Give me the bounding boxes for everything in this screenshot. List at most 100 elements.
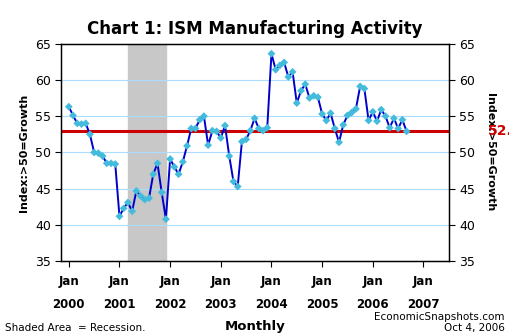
Point xyxy=(77,122,86,127)
Point xyxy=(305,95,313,101)
Point xyxy=(81,121,90,126)
Point xyxy=(204,142,212,148)
Text: 2005: 2005 xyxy=(305,298,338,311)
Point xyxy=(398,117,406,123)
Text: 2001: 2001 xyxy=(103,298,135,311)
Text: Jan: Jan xyxy=(159,275,180,288)
Point xyxy=(200,114,208,119)
Point xyxy=(351,106,359,112)
Point xyxy=(343,113,351,118)
Point xyxy=(389,116,397,121)
Point xyxy=(174,172,182,177)
Point xyxy=(166,156,174,162)
Point xyxy=(242,137,250,142)
Point xyxy=(259,128,267,133)
Point xyxy=(157,190,165,195)
Point xyxy=(334,140,343,145)
Point xyxy=(73,121,81,126)
Text: 2000: 2000 xyxy=(52,298,85,311)
Point xyxy=(149,172,157,177)
Point xyxy=(208,128,216,133)
Text: Jan: Jan xyxy=(210,275,231,288)
Point xyxy=(372,119,380,124)
Point xyxy=(275,63,284,68)
Point xyxy=(292,100,300,106)
Point xyxy=(224,153,233,159)
Text: Shaded Area  = Recession.: Shaded Area = Recession. xyxy=(5,323,145,333)
Text: Jan: Jan xyxy=(59,275,79,288)
Point xyxy=(263,125,271,130)
Point xyxy=(191,126,199,131)
Point xyxy=(322,118,330,123)
Point xyxy=(355,84,363,89)
Point xyxy=(195,117,204,123)
Point xyxy=(393,126,402,131)
Point xyxy=(284,74,292,80)
Point xyxy=(86,132,94,137)
Point xyxy=(216,135,224,141)
Point xyxy=(229,179,237,184)
Point xyxy=(115,214,123,219)
Title: Chart 1: ISM Manufacturing Activity: Chart 1: ISM Manufacturing Activity xyxy=(87,20,422,38)
Point xyxy=(338,122,347,128)
Point xyxy=(271,67,279,72)
Text: Jan: Jan xyxy=(362,275,382,288)
Point xyxy=(237,139,245,144)
Point xyxy=(296,88,304,93)
Point xyxy=(246,128,254,133)
Text: Jan: Jan xyxy=(261,275,281,288)
Text: EconomicSnapshots.com
Oct 4, 2006: EconomicSnapshots.com Oct 4, 2006 xyxy=(374,312,504,333)
Text: 52.9: 52.9 xyxy=(487,124,509,138)
Text: 2006: 2006 xyxy=(356,298,388,311)
Text: Jan: Jan xyxy=(109,275,130,288)
Point xyxy=(124,200,132,205)
Point xyxy=(120,206,128,211)
Text: Monthly: Monthly xyxy=(224,320,285,333)
Text: Jan: Jan xyxy=(311,275,332,288)
Point xyxy=(111,161,119,167)
Point xyxy=(145,196,153,201)
Point xyxy=(402,129,410,134)
Point xyxy=(187,126,195,131)
Point xyxy=(183,143,191,149)
Point xyxy=(98,153,106,159)
Point xyxy=(250,116,258,121)
Point xyxy=(90,150,98,155)
Point xyxy=(267,51,275,56)
Text: 2004: 2004 xyxy=(254,298,287,311)
Point xyxy=(69,113,77,118)
Point xyxy=(288,69,296,75)
Point xyxy=(364,118,372,123)
Point xyxy=(102,161,110,166)
Point xyxy=(326,111,334,116)
Point xyxy=(136,193,145,199)
Point xyxy=(309,93,317,98)
Point xyxy=(233,184,241,189)
Point xyxy=(170,164,178,170)
Point xyxy=(359,86,367,91)
Text: 2007: 2007 xyxy=(406,298,439,311)
Point xyxy=(301,81,309,87)
Text: Jan: Jan xyxy=(412,275,433,288)
Point xyxy=(385,125,393,130)
Text: 2002: 2002 xyxy=(154,298,186,311)
Point xyxy=(330,126,338,131)
Text: 2003: 2003 xyxy=(204,298,237,311)
Point xyxy=(178,159,186,164)
Point xyxy=(254,126,262,131)
Y-axis label: Index:>50=Growth: Index:>50=Growth xyxy=(484,93,494,211)
Point xyxy=(65,104,73,110)
Point xyxy=(153,161,161,166)
Point xyxy=(381,114,389,119)
Point xyxy=(318,111,326,117)
Point xyxy=(220,123,229,128)
Point xyxy=(132,188,140,194)
Point xyxy=(368,109,376,115)
Bar xyxy=(128,44,165,261)
Point xyxy=(107,161,115,166)
Point xyxy=(128,209,136,214)
Point xyxy=(347,110,355,115)
Point xyxy=(377,107,385,112)
Point xyxy=(279,60,288,65)
Point xyxy=(94,150,102,156)
